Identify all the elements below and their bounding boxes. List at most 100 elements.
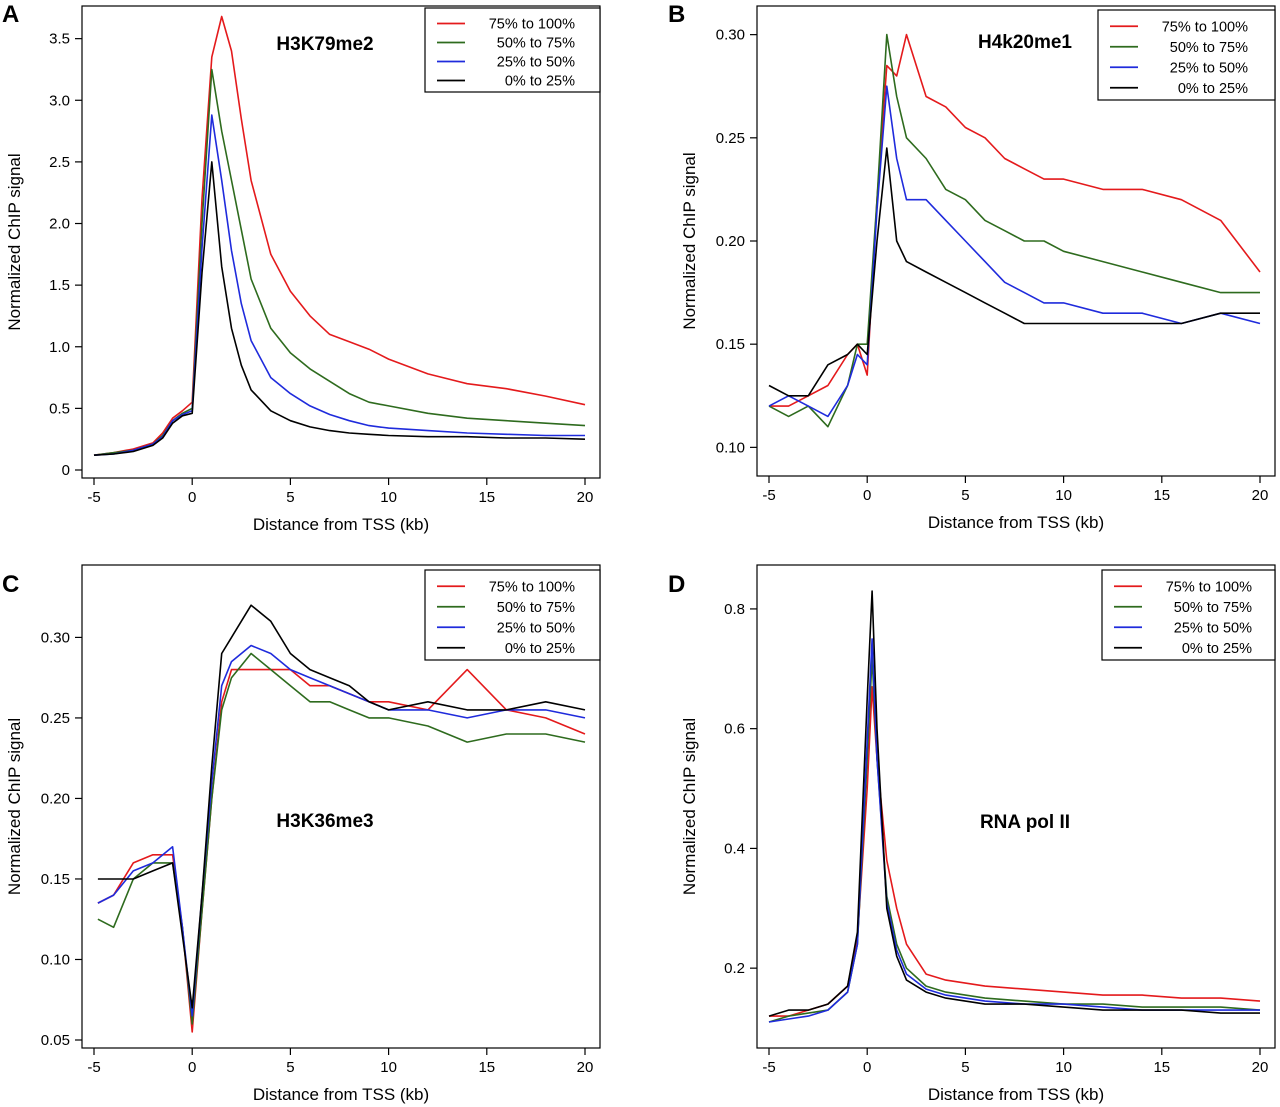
legend-entry: 25% to 50% [497,55,575,71]
plot-frame [81,5,601,479]
y-tick-label: 0.30 [716,27,745,44]
x-axis-label: Distance from TSS (kb) [253,1085,429,1104]
x-axis-label: Distance from TSS (kb) [928,1085,1104,1104]
y-axis-label: Normalized ChIP signal [680,152,699,329]
y-tick-label: 2.5 [49,154,70,171]
legend-entry: 75% to 100% [489,17,575,33]
series-line-1 [769,33,1261,407]
legend-entry: 25% to 50% [1170,60,1248,76]
legend-entry: 0% to 25% [505,74,575,90]
y-tick-label: 0.25 [716,130,745,147]
legend-entry: 50% to 75% [497,600,575,616]
series-line-4 [97,604,586,1009]
chart-title: RNA pol II [980,812,1070,833]
x-tick-label: -5 [87,489,100,506]
y-axis-label: Normalized ChIP signal [5,153,24,330]
legend-entry: 50% to 75% [1170,40,1248,56]
x-tick-label: 10 [1055,487,1072,504]
x-tick-label: 10 [380,489,397,506]
x-tick-label: -5 [762,487,775,504]
x-tick-label: -5 [87,1059,100,1076]
series-line-3 [97,644,586,1017]
y-tick-label: 1.5 [49,277,70,294]
y-tick-label: 3.0 [49,92,70,109]
panel-label: D [668,571,685,598]
y-tick-label: 0.15 [716,336,745,353]
y-tick-label: 0.2 [724,960,745,977]
series-line-2 [768,33,1260,428]
panel-label: C [2,571,19,598]
legend-entry: 0% to 25% [1182,641,1252,657]
y-tick-label: 0.20 [716,233,745,250]
legend-entry: 0% to 25% [1178,81,1248,97]
y-tick-label: 0.10 [41,951,70,968]
x-tick-label: 10 [380,1059,397,1076]
y-tick-label: 3.5 [49,31,70,48]
x-tick-label: 5 [286,1059,294,1076]
legend-entry: 50% to 75% [1174,600,1252,616]
x-tick-label: -5 [762,1059,775,1076]
x-tick-label: 10 [1055,1059,1072,1076]
panel-d: D -5 0 5 10 15 20 0.2 0.4 0.6 0.8 Distance from TSS… [668,564,1276,1104]
x-axis-label: Distance from TSS (kb) [253,515,429,534]
panel-b: B -5 0 5 10 15 20 0.10 0.15 0.20 0.25 0.30 Distance … [668,1,1276,532]
y-tick-label: 0.25 [41,710,70,727]
legend-entry: 75% to 100% [1166,579,1252,595]
x-tick-label: 15 [478,489,495,506]
panel-a: A -5 0 5 10 15 20 0 0.5 1.0 1.5 2.0 2.5 3.0 3.5 Distanc… [2,1,601,534]
series-line-4 [768,590,1260,1017]
legend-box [1101,569,1276,661]
legend-box [424,7,601,93]
y-tick-label: 0.15 [41,871,70,888]
legend-entry: 75% to 100% [1162,19,1248,35]
x-tick-label: 0 [188,1059,196,1076]
chart-title: H3K79me2 [276,34,373,55]
x-tick-label: 0 [863,1059,871,1076]
y-tick-label: 0.4 [724,840,745,857]
y-axis-label: Normalized ChIP signal [5,718,24,895]
series-line-2 [768,655,1261,1023]
series-line-3 [768,85,1261,418]
y-tick-label: 0.6 [724,721,745,738]
legend-box [424,569,601,661]
x-axis-label: Distance from TSS (kb) [928,513,1104,532]
x-tick-label: 20 [577,489,594,506]
legend-entry: 0% to 25% [505,641,575,657]
series-line-1 [769,685,1261,1017]
x-tick-label: 15 [1153,1059,1170,1076]
legend-entry: 50% to 75% [497,36,575,52]
y-tick-label: 2.0 [49,216,70,233]
x-tick-label: 5 [286,489,294,506]
legend-box [1097,9,1276,101]
plot-frame [81,564,601,1049]
y-tick-label: 0.30 [41,629,70,646]
series-line-4 [93,161,586,456]
chart-title: H4k20me1 [978,32,1072,53]
series-line-3 [93,114,585,456]
plot-frame [756,564,1276,1049]
panel-c: C -5 0 5 10 15 20 0.05 0.10 0.15 0.20 0.25 0.30 Dista… [2,564,601,1104]
y-axis-label: Normalized ChIP signal [680,718,699,895]
x-tick-label: 0 [863,487,871,504]
y-tick-label: 0.8 [724,601,745,618]
y-tick-label: 0.20 [41,790,70,807]
x-tick-label: 20 [1252,1059,1269,1076]
x-tick-label: 0 [188,489,196,506]
series-line-1 [93,15,586,456]
y-tick-label: 0 [62,462,70,479]
y-tick-label: 0.10 [716,439,745,456]
legend-entry: 25% to 50% [1174,620,1252,636]
x-tick-label: 20 [1252,487,1269,504]
x-tick-label: 5 [961,1059,969,1076]
legend-entry: 25% to 50% [497,620,575,636]
series-line-3 [768,638,1260,1023]
y-tick-label: 0.5 [49,400,70,417]
x-tick-label: 15 [478,1059,495,1076]
chart-title: H3K36me3 [276,811,373,832]
y-tick-label: 1.0 [49,339,70,356]
series-line-2 [97,652,586,1025]
panel-label: A [2,1,19,28]
series-line-4 [768,147,1260,397]
y-tick-label: 0.05 [41,1032,70,1049]
